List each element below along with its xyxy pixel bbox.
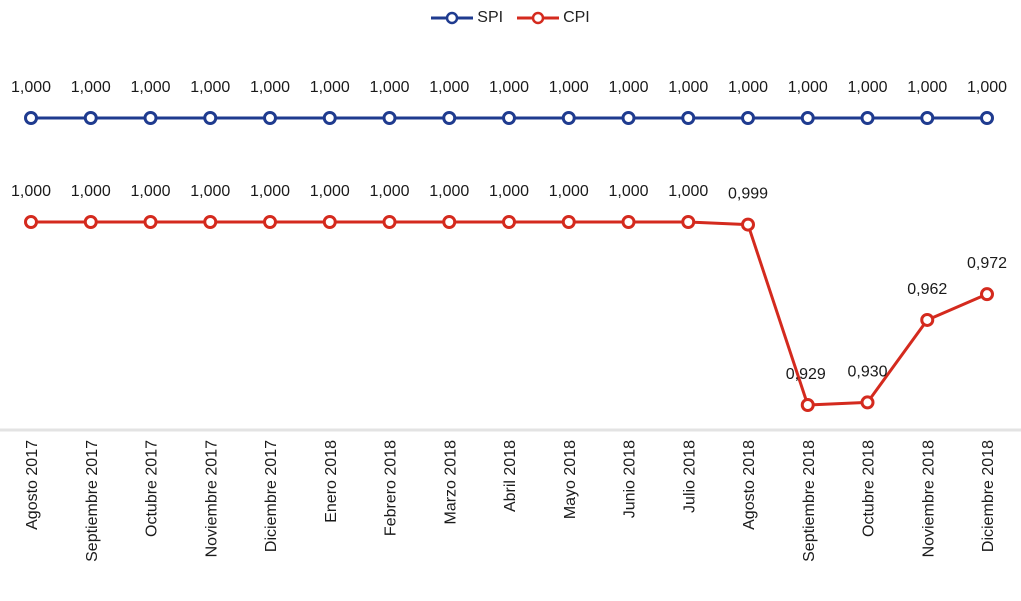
data-label-spi: 1,000 xyxy=(608,79,648,96)
legend-item-cpi: CPI xyxy=(517,9,590,27)
data-label-spi: 1,000 xyxy=(549,79,589,96)
data-label-cpi: 1,000 xyxy=(608,183,648,200)
data-point-cpi xyxy=(681,215,696,229)
data-point-spi xyxy=(800,111,815,125)
data-point-cpi xyxy=(24,215,38,229)
data-point-cpi xyxy=(741,217,755,232)
data-label-spi: 1,000 xyxy=(668,79,708,96)
x-tick-label: Diciembre 2017 xyxy=(263,440,280,552)
data-point-cpi xyxy=(263,215,277,229)
data-point-spi xyxy=(920,111,935,125)
x-tick-label: Enero 2018 xyxy=(323,440,340,523)
data-point-cpi xyxy=(621,215,636,229)
legend-item-spi: SPI xyxy=(431,9,503,27)
data-point-spi xyxy=(322,111,337,125)
data-label-spi: 1,000 xyxy=(369,79,409,96)
data-point-spi xyxy=(741,111,755,125)
data-label-cpi: 1,000 xyxy=(130,183,170,200)
data-label-cpi: 1,000 xyxy=(310,183,350,200)
data-label-cpi: 0,999 xyxy=(728,186,768,203)
x-tick-label: Septiembre 2018 xyxy=(801,440,818,562)
x-tick-label: Abril 2018 xyxy=(502,440,519,512)
data-point-spi xyxy=(143,111,158,125)
data-point-spi xyxy=(980,111,994,125)
data-point-cpi xyxy=(203,215,218,229)
x-tick-label: Mayo 2018 xyxy=(562,440,579,519)
data-label-cpi: 1,000 xyxy=(489,183,529,200)
legend: SPI CPI xyxy=(0,6,1021,30)
data-point-cpi xyxy=(382,215,397,229)
data-point-spi xyxy=(502,111,516,125)
x-tick-label: Noviembre 2017 xyxy=(203,440,220,558)
data-label-spi: 1,000 xyxy=(11,79,51,96)
x-tick-label: Marzo 2018 xyxy=(442,440,459,525)
x-tick-label: Junio 2018 xyxy=(622,440,639,518)
data-label-cpi: 1,000 xyxy=(668,183,708,200)
data-point-cpi xyxy=(83,215,98,229)
x-tick-label: Octubre 2018 xyxy=(861,440,878,537)
data-point-spi xyxy=(681,111,696,125)
data-point-cpi xyxy=(800,398,815,412)
data-point-cpi xyxy=(143,215,158,229)
x-tick-label: Febrero 2018 xyxy=(383,440,400,536)
x-tick-label: Diciembre 2018 xyxy=(980,440,997,552)
data-point-cpi xyxy=(322,215,337,229)
data-point-cpi xyxy=(561,215,576,229)
x-tick-label: Agosto 2018 xyxy=(741,440,758,530)
data-label-cpi: 1,000 xyxy=(549,183,589,200)
data-point-spi xyxy=(442,111,457,125)
data-label-cpi: 1,000 xyxy=(429,183,469,200)
x-tick-label: Agosto 2017 xyxy=(24,440,41,530)
data-label-cpi: 1,000 xyxy=(190,183,230,200)
data-label-cpi: 1,000 xyxy=(250,183,290,200)
x-tick-label: Julio 2018 xyxy=(681,440,698,513)
data-point-cpi xyxy=(502,215,516,229)
data-label-cpi: 0,962 xyxy=(907,281,947,298)
data-label-cpi: 0,930 xyxy=(847,363,887,380)
x-tick-label: Octubre 2017 xyxy=(144,440,161,537)
x-tick-label: Septiembre 2017 xyxy=(84,440,101,562)
data-point-cpi xyxy=(920,312,935,327)
data-label-spi: 1,000 xyxy=(847,79,887,96)
data-point-cpi xyxy=(980,287,994,302)
data-point-spi xyxy=(263,111,277,125)
data-label-spi: 1,000 xyxy=(310,79,350,96)
data-label-spi: 1,000 xyxy=(728,79,768,96)
data-label-spi: 1,000 xyxy=(967,79,1007,96)
series-line-cpi xyxy=(31,220,988,407)
data-point-spi xyxy=(83,111,98,125)
data-label-cpi: 0,972 xyxy=(967,255,1007,272)
data-label-spi: 1,000 xyxy=(71,79,111,96)
legend-label-cpi: CPI xyxy=(563,9,590,26)
data-point-spi xyxy=(621,111,636,125)
data-label-spi: 1,000 xyxy=(130,79,170,96)
data-label-spi: 1,000 xyxy=(489,79,529,96)
legend-swatch-spi xyxy=(431,11,474,25)
data-label-spi: 1,000 xyxy=(250,79,290,96)
data-point-spi xyxy=(24,111,38,125)
data-label-cpi: 1,000 xyxy=(71,183,111,200)
data-point-spi xyxy=(203,111,218,125)
x-tick-label: Noviembre 2018 xyxy=(920,440,937,558)
legend-label-spi: SPI xyxy=(477,9,504,26)
data-label-cpi: 1,000 xyxy=(369,183,409,200)
data-label-spi: 1,000 xyxy=(429,79,469,96)
data-label-spi: 1,000 xyxy=(788,79,828,96)
data-point-spi xyxy=(561,111,576,125)
data-point-cpi xyxy=(860,395,875,410)
data-point-spi xyxy=(382,111,397,125)
data-label-cpi: 0,929 xyxy=(786,366,826,383)
data-point-spi xyxy=(860,111,875,125)
data-label-spi: 1,000 xyxy=(907,79,947,96)
legend-swatch-cpi xyxy=(517,11,560,25)
data-label-cpi: 1,000 xyxy=(11,183,51,200)
data-point-cpi xyxy=(442,215,457,229)
data-label-spi: 1,000 xyxy=(190,79,230,96)
